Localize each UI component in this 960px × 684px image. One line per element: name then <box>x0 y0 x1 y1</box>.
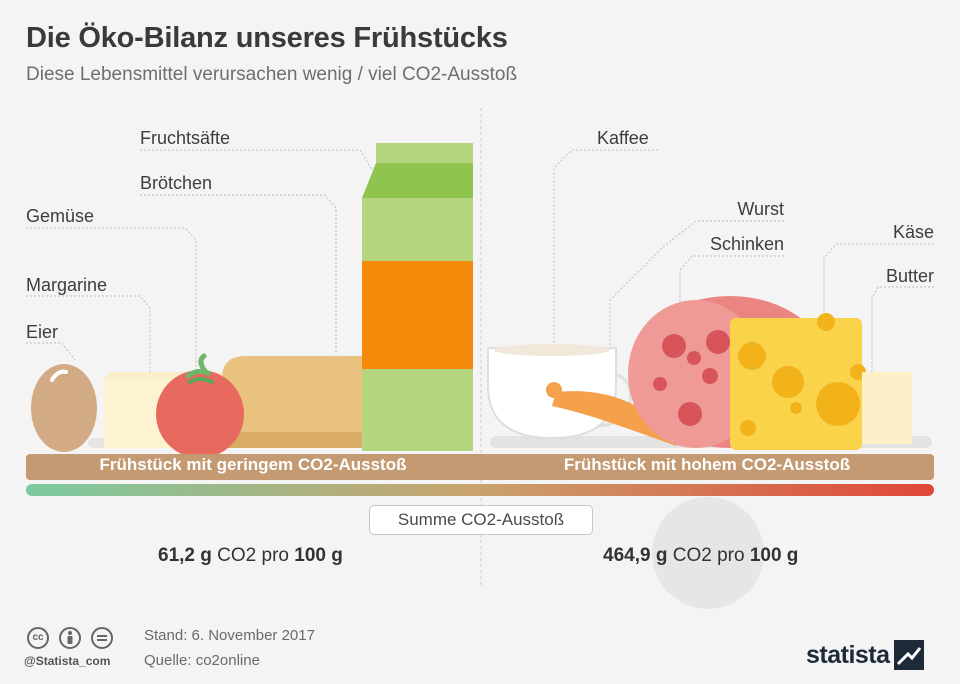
sum-label: Summe CO2-Ausstoß <box>397 510 565 529</box>
juice-carton <box>362 143 473 451</box>
page-title: Die Öko-Bilanz unseres Frühstücks <box>26 22 508 54</box>
result-bubble <box>652 497 764 609</box>
result-low-unit: 100 g <box>294 545 343 566</box>
band <box>26 454 934 480</box>
gradient-bar <box>26 484 934 496</box>
band-label-low: Frühstück mit geringem CO2-Ausstoß <box>99 455 407 474</box>
footer-quelle: Quelle: co2online <box>144 652 260 669</box>
band-label-high: Frühstück mit hohem CO2-Ausstoß <box>563 455 851 474</box>
label-schinken: Schinken <box>709 234 784 254</box>
label-kaese: Käse <box>892 222 934 242</box>
label-fruchtsaefte: Fruchtsäfte <box>140 128 231 148</box>
result-low: 61,2 g CO2 pro 100 g <box>158 545 343 567</box>
leader-lines-high <box>553 149 934 405</box>
label-gemuese: Gemüse <box>26 206 95 226</box>
label-butter: Butter <box>885 266 934 286</box>
result-low-value: 61,2 g <box>158 545 212 566</box>
coffee-cup <box>487 344 638 440</box>
result-high-mid: CO2 pro <box>672 545 745 566</box>
tomato <box>156 370 244 458</box>
statista-logo[interactable]: statista <box>806 640 924 670</box>
label-broetchen: Brötchen <box>140 173 213 193</box>
cheese <box>730 313 866 450</box>
egg <box>31 364 97 452</box>
result-low-mid: CO2 pro <box>217 545 289 566</box>
leader-lines-low <box>26 149 373 378</box>
label-kaffee: Kaffee <box>597 128 649 148</box>
result-high-unit: 100 g <box>749 545 799 566</box>
nd-icon <box>91 627 113 649</box>
label-eier: Eier <box>26 322 59 342</box>
result-high: 464,9 g CO2 pro 100 g <box>603 545 798 567</box>
by-icon <box>59 627 81 649</box>
cc-icon: cc <box>27 627 49 649</box>
broetchen <box>222 356 366 448</box>
butter <box>862 372 912 444</box>
result-high-value: 464,9 g <box>603 545 668 566</box>
statista-logo-icon <box>893 640 924 670</box>
sausage <box>552 391 688 446</box>
label-margarine: Margarine <box>26 275 108 295</box>
page-subtitle: Diese Lebensmittel verursachen wenig / v… <box>26 64 518 85</box>
statista-wordmark: statista <box>806 640 890 669</box>
footer-handle[interactable]: @Statista_com <box>24 654 111 668</box>
footer-stand: Stand: 6. November 2017 <box>144 627 315 644</box>
sum-label-box: Summe CO2-Ausstoß <box>369 505 593 535</box>
label-wurst: Wurst <box>737 199 784 219</box>
